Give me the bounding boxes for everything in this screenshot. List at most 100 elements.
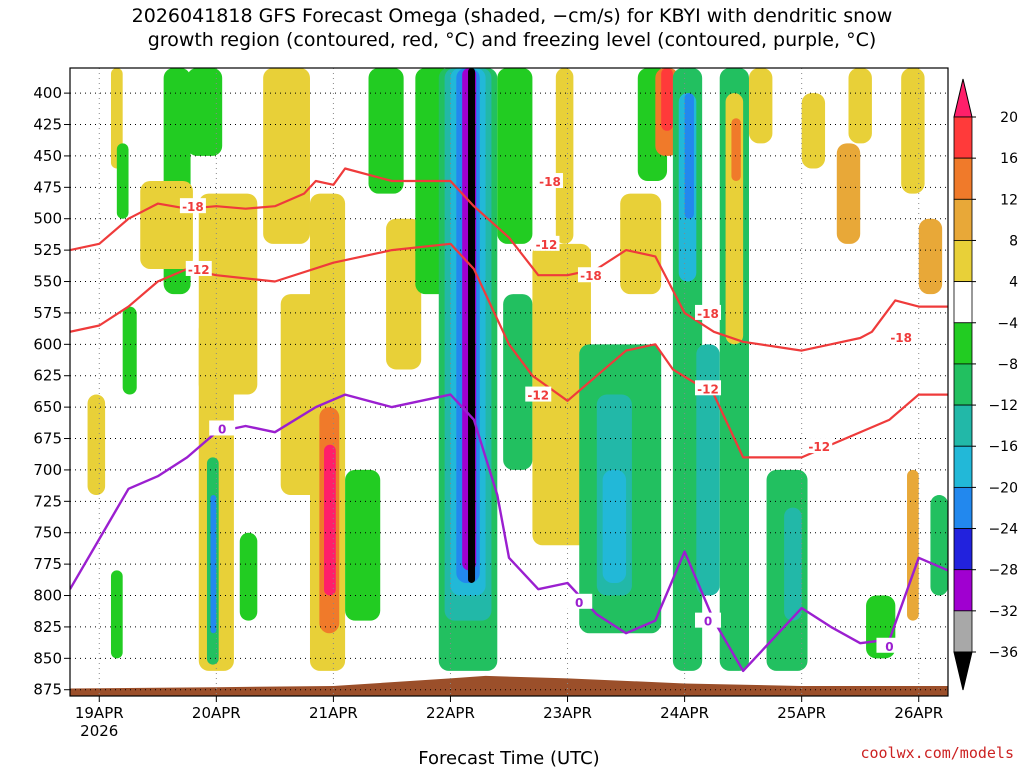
isotherm-label-bg <box>525 386 552 402</box>
omega-cell <box>901 68 925 194</box>
isotherm-minus18 <box>70 167 948 352</box>
colorbar: 20 16 12 8 4 −4 −8 −12 −16 −20 −24 −28 −32 −36 <box>953 78 1018 691</box>
omega-cell <box>930 495 948 596</box>
freezing-level-label-bg <box>209 420 236 436</box>
y-tick-label: 475 <box>33 178 62 196</box>
colorbar-band <box>953 569 973 612</box>
omega-cell <box>620 193 662 295</box>
colorbar-label: −12 <box>988 398 1018 414</box>
isotherm-label: -12 <box>697 382 719 396</box>
colorbar-top-triangle <box>953 78 973 118</box>
omega-cell <box>907 469 919 621</box>
y-tick-label: 500 <box>33 210 62 228</box>
isotherm-label: -12 <box>188 263 210 277</box>
y-tick-label: 650 <box>33 398 62 416</box>
title-line-1: 2026041818 GFS Forecast Omega (shaded, −… <box>131 5 893 27</box>
colorbar-band <box>953 322 973 365</box>
freezing-level-label-bg <box>566 593 593 609</box>
x-axis-title: Forecast Time (UTC) <box>418 748 599 768</box>
omega-cell <box>532 243 591 546</box>
colorbar-label: −36 <box>988 645 1018 661</box>
colorbar-band <box>953 363 973 406</box>
plot-frame <box>69 67 949 697</box>
isotherm-label: -12 <box>536 238 558 252</box>
omega-cell <box>239 532 258 621</box>
omega-cell <box>602 469 627 583</box>
contours: -18 -18 -18 -18 -18 -12 -12 -12 -12 -12 0 0 0 0 <box>70 167 948 673</box>
y-tick-label: 825 <box>33 618 62 636</box>
colorbar-label: −24 <box>988 522 1018 538</box>
isotherm-label-bg <box>695 304 722 320</box>
omega-cell <box>684 93 694 219</box>
y-tick-label: 525 <box>33 241 62 259</box>
terrain-fill <box>70 675 948 696</box>
omega-cell <box>731 118 741 182</box>
colorbar-bottom-triangle <box>953 651 973 691</box>
colorbar-label: −32 <box>988 604 1018 620</box>
omega-cell <box>836 143 861 244</box>
colorbar-label: −20 <box>988 480 1018 496</box>
omega-cell <box>263 68 310 244</box>
colorbar-label: −16 <box>988 439 1018 455</box>
isotherm-label-bg <box>888 328 915 344</box>
isotherm-label-bg <box>695 380 722 396</box>
colorbar-label: −28 <box>988 563 1018 579</box>
colorbar-band <box>953 445 973 488</box>
isotherm-label: -18 <box>182 200 204 214</box>
x-tick-label: 26APR <box>894 704 943 722</box>
isotherm-label-bg <box>536 173 563 189</box>
colorbar-label: 4 <box>1009 275 1018 291</box>
freezing-level-label: 0 <box>575 596 583 610</box>
x-year-label: 2026 <box>80 722 118 740</box>
colorbar-label: 12 <box>1000 192 1018 208</box>
x-tick-label: 20APR <box>192 704 241 722</box>
x-axis: 19APR 20APR 21APR 22APR 23APR 24APR 25APR 26APR… <box>75 696 943 740</box>
y-tick-label: 775 <box>33 555 62 573</box>
omega-cell <box>110 570 123 659</box>
omega-cell <box>140 181 193 269</box>
omega-cell <box>661 68 673 131</box>
x-tick-label: 19APR <box>75 704 124 722</box>
y-tick-label: 600 <box>33 335 62 353</box>
freezing-level-label: 0 <box>218 422 226 436</box>
colorbar-band <box>953 404 973 447</box>
omega-cell <box>696 344 720 596</box>
x-tick-label: 25APR <box>777 704 826 722</box>
isotherm-label: -18 <box>890 331 912 345</box>
omega-cell <box>122 306 137 395</box>
isotherm-label: -18 <box>697 307 719 321</box>
isotherm-label-bg <box>577 267 604 283</box>
y-tick-label: 750 <box>33 524 62 542</box>
x-tick-label: 22APR <box>426 704 475 722</box>
y-tick-label: 800 <box>33 587 62 605</box>
x-tick-label: 23APR <box>543 704 592 722</box>
y-tick-label: 450 <box>33 147 62 165</box>
colorbar-band <box>953 528 973 571</box>
omega-cell <box>555 68 574 244</box>
colorbar-label: 20 <box>1000 110 1018 126</box>
omega-cell <box>324 444 336 596</box>
omega-shading <box>87 68 948 671</box>
y-tick-label: 675 <box>33 430 62 448</box>
y-tick-label: 875 <box>33 681 62 699</box>
omega-cell <box>187 68 223 156</box>
omega-cell <box>87 394 106 496</box>
freezing-level-label: 0 <box>704 615 712 629</box>
y-tick-label: 425 <box>33 116 62 134</box>
y-tick-label: 725 <box>33 492 62 510</box>
colorbar-band <box>953 610 973 653</box>
isotherm-label: -12 <box>527 389 549 403</box>
omega-cell <box>116 143 129 219</box>
colorbar-band <box>953 157 973 200</box>
omega-cell <box>784 507 802 621</box>
isotherm-label-bg <box>806 438 833 454</box>
omega-cell <box>748 68 773 144</box>
isotherm-label-bg <box>179 198 206 214</box>
y-tick-label: 625 <box>33 367 62 385</box>
omega-cell <box>497 68 533 244</box>
x-tick-label: 24APR <box>660 704 709 722</box>
omega-cell <box>345 469 381 621</box>
omega-cell <box>210 495 217 634</box>
colorbar-label: 16 <box>1000 151 1018 167</box>
omega-cell <box>368 68 404 194</box>
